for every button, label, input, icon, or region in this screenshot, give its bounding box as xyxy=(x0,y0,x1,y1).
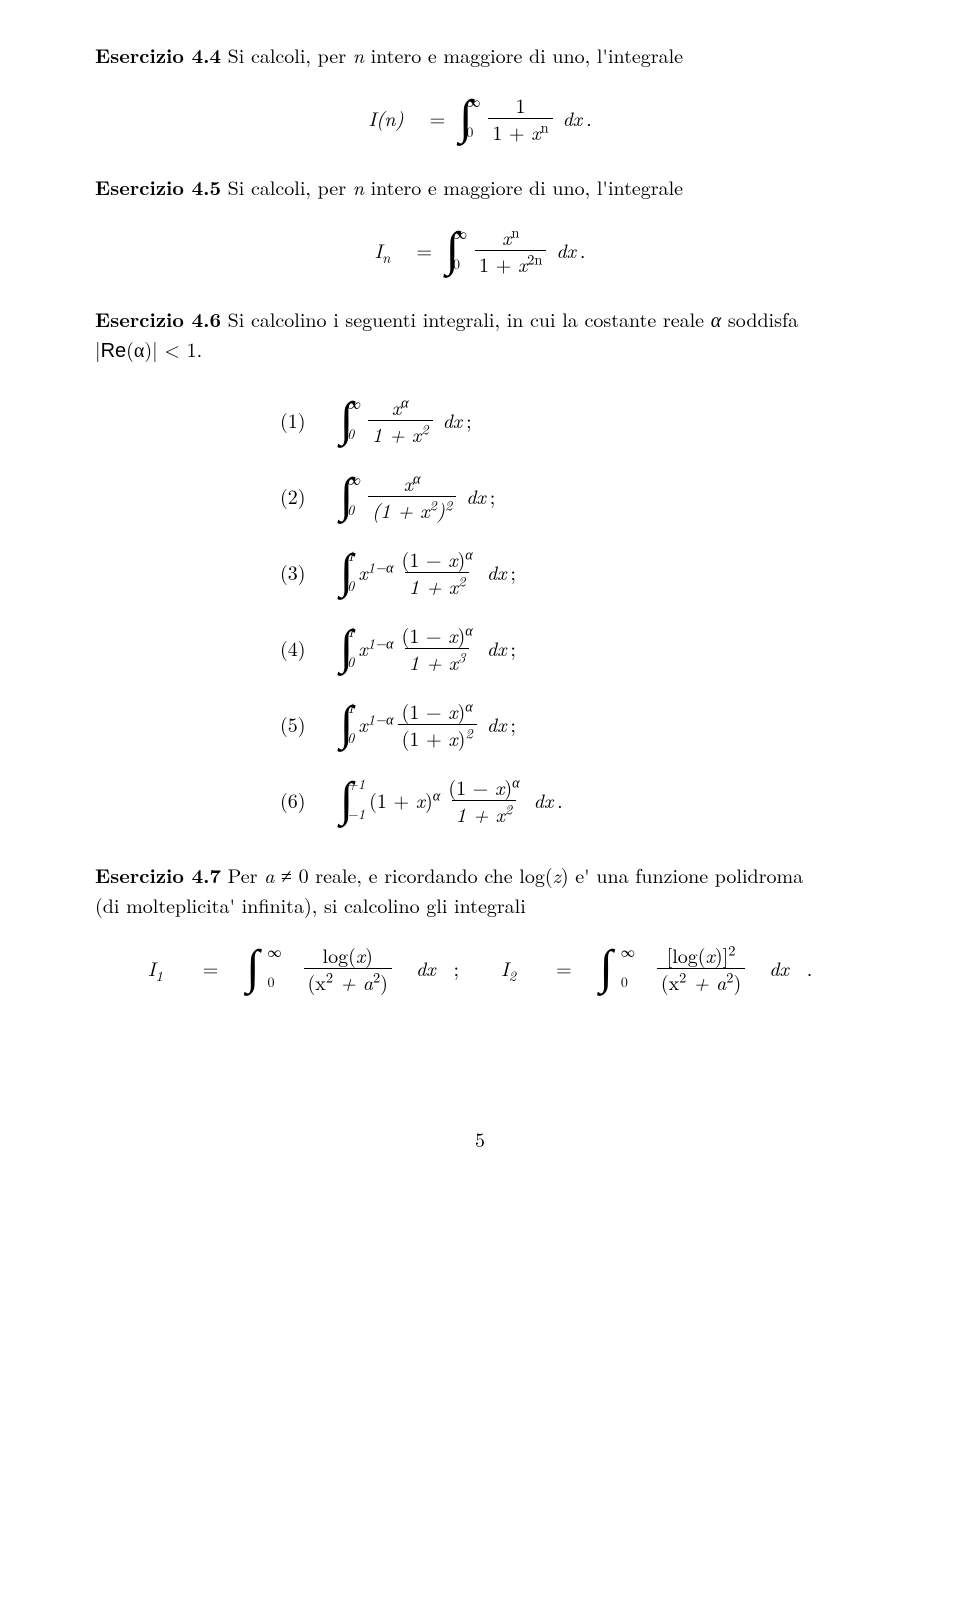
integral-sign: ∫ xyxy=(340,460,353,532)
exercise-4-6-header: Esercizio 4.6 Si calcolino i seguenti in… xyxy=(95,304,865,334)
n-var: n xyxy=(353,40,364,69)
equation-item-4: (4) ∫ 1 0 x1−α (1 − x)α 1 + x3 dx ; xyxy=(280,612,865,684)
integral-sign: ∫ xyxy=(600,932,613,1004)
equation-4-4: I(n) = ∫ ∞ 0 1 1 + xn dx . xyxy=(95,82,865,154)
exercise-4-4-header: Esercizio 4.4 Si calcoli, per n intero e… xyxy=(95,40,865,70)
fraction: [log(x)]2 (x2 + a2) xyxy=(657,943,745,994)
item-number: (2) xyxy=(280,481,340,511)
exercise-text2: intero e maggiore di uno, l'integrale xyxy=(364,40,683,69)
lhs: In xyxy=(375,235,391,265)
exercise-label: Esercizio 4.5 xyxy=(95,172,221,201)
integral-sign: ∫ xyxy=(340,536,353,608)
prefactor: (1 + x)α xyxy=(369,785,440,815)
denominator: 1 + xn xyxy=(488,118,552,144)
item-number: (6) xyxy=(280,785,340,815)
fraction: xα 1 + x2 xyxy=(368,395,433,446)
fraction: log(x) (x2 + a2) xyxy=(304,943,392,994)
page-number: 5 xyxy=(95,1124,865,1154)
exercise-text2: soddisfa xyxy=(721,304,798,333)
integral-sign: ∫ xyxy=(340,384,353,456)
fraction: xn 1 + x2n xyxy=(475,225,546,276)
equals-sign: = xyxy=(556,953,572,983)
exercise-4-7-header: Esercizio 4.7 Per a ≠ 0 reale, e ricorda… xyxy=(95,860,865,890)
exercise-label: Esercizio 4.7 xyxy=(95,860,221,889)
prefactor: x1−α xyxy=(358,557,393,587)
item-number: (1) xyxy=(280,405,340,435)
fraction: (1 − x)α 1 + x3 xyxy=(398,623,477,674)
lhs: I(n) xyxy=(368,103,403,133)
exercise-label: Esercizio 4.6 xyxy=(95,304,221,333)
integral-sign: ∫ xyxy=(340,612,353,684)
exercise-text: Si calcoli, per xyxy=(221,172,353,201)
fraction: (1 − x)α (1 + x)2 xyxy=(398,699,477,750)
fraction: (1 − x)α 1 + x2 xyxy=(398,547,477,598)
prefactor: x1−α xyxy=(358,709,393,739)
differential: dx xyxy=(563,103,583,133)
item-number: (5) xyxy=(280,709,340,739)
exercise-4-6-condition: |Re(α)| < 1. xyxy=(95,334,865,366)
integral-sign: ∫ xyxy=(246,932,259,1004)
item-number: (3) xyxy=(280,557,340,587)
integral-sign: ∫ xyxy=(446,214,459,286)
alpha-var: α xyxy=(711,304,722,333)
integral-sign: ∫ xyxy=(340,764,353,836)
prefactor: x1−α xyxy=(358,633,393,663)
lhs-I2: I2 xyxy=(501,953,516,983)
exercise-4-7-line2: (di molteplicita' infinita), si calcolin… xyxy=(95,890,865,920)
fraction: (1 − x)α 1 + x2 xyxy=(444,775,523,826)
terminator: . xyxy=(580,235,586,265)
equation-item-1: (1) ∫ ∞ 0 xα 1 + x2 dx ; xyxy=(280,384,865,456)
item-number: (4) xyxy=(280,633,340,663)
equation-item-3: (3) ∫ 1 0 x1−α (1 − x)α 1 + x2 dx ; xyxy=(280,536,865,608)
equals-sign: = xyxy=(203,953,219,983)
equals-sign: = xyxy=(416,235,432,265)
denominator: 1 + x2n xyxy=(475,250,546,276)
terminator: . xyxy=(586,103,592,133)
exercise-text2: intero e maggiore di uno, l'integrale xyxy=(364,172,683,201)
equation-item-2: (2) ∫ ∞ 0 xα (1 + x2)2 dx ; xyxy=(280,460,865,532)
exercise-label: Esercizio 4.4 xyxy=(95,40,221,69)
a-var: a xyxy=(264,860,274,889)
equation-4-7: I1 = ∫ ∞ 0 log(x) (x2 + a2) dx ; I2 = ∫ … xyxy=(95,932,865,1004)
n-var: n xyxy=(353,172,364,201)
fraction: xα (1 + x2)2 xyxy=(368,471,456,522)
z-var: z xyxy=(553,860,561,889)
equation-4-5: In = ∫ ∞ 0 xn 1 + x2n dx . xyxy=(95,214,865,286)
exercise-text: Si calcolino i seguenti integrali, in cu… xyxy=(221,304,711,333)
exercise-text: Si calcoli, per xyxy=(221,40,353,69)
differential: dx xyxy=(556,235,576,265)
numerator: xn xyxy=(498,225,523,250)
exercise-4-5-header: Esercizio 4.5 Si calcoli, per n intero e… xyxy=(95,172,865,202)
equals-sign: = xyxy=(430,103,446,133)
fraction: 1 1 + xn xyxy=(488,93,552,144)
exercise-text: Per xyxy=(221,860,264,889)
numerator: 1 xyxy=(511,93,529,118)
equation-item-6: (6) ∫ +1 −1 (1 + x)α (1 − x)α 1 + x2 dx … xyxy=(280,764,865,836)
equation-list-4-6: (1) ∫ ∞ 0 xα 1 + x2 dx ; (2) ∫ ∞ 0 xα xyxy=(95,384,865,836)
integral-sign: ∫ xyxy=(340,688,353,760)
integral-sign: ∫ xyxy=(459,82,472,154)
lhs-I1: I1 xyxy=(148,953,163,983)
equation-item-5: (5) ∫ 1 0 x1−α (1 − x)α (1 + x)2 dx ; xyxy=(280,688,865,760)
